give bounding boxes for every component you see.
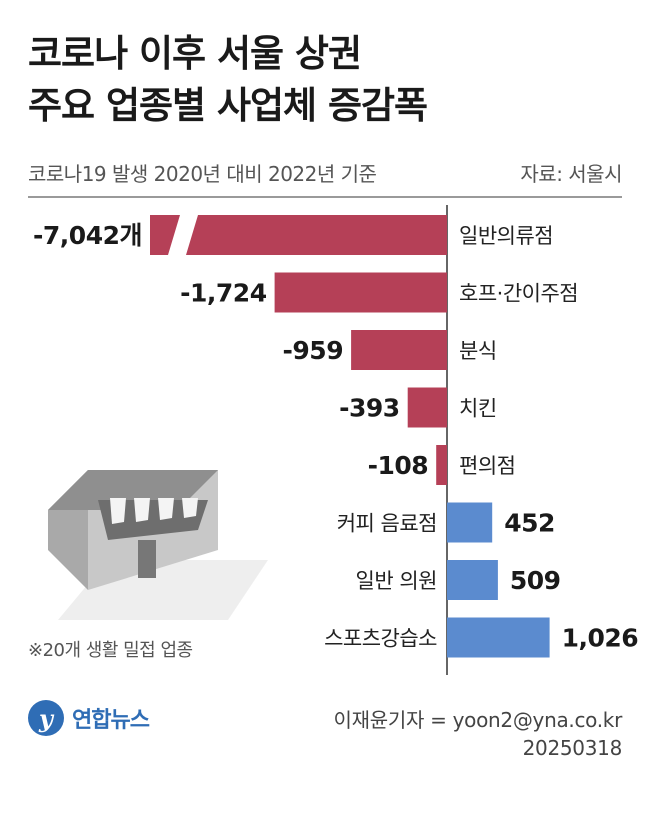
bar-0 xyxy=(150,215,447,255)
footnote: ※20개 생활 밀접 업종 xyxy=(28,640,193,661)
bar-4 xyxy=(436,445,447,485)
reporter-credit: 이재윤기자 = yoon2@yna.co.kr xyxy=(333,708,623,732)
bar-1 xyxy=(274,272,447,313)
category-label-4: 편의점 xyxy=(459,454,515,478)
bar-2 xyxy=(351,330,447,370)
header-divider xyxy=(28,196,622,198)
category-label-5: 커피 음료점 xyxy=(337,512,437,536)
value-label-0: -7,042개 xyxy=(33,221,142,250)
value-label-1: -1,724 xyxy=(180,279,267,308)
category-label-2: 분식 xyxy=(459,339,497,363)
yonhap-logo: y 연합뉴스 xyxy=(28,700,150,736)
chart-subtitle: 코로나19 발생 2020년 대비 2022년 기준 xyxy=(28,162,377,186)
logo-mark-icon: y xyxy=(28,700,64,736)
category-label-3: 치킨 xyxy=(459,397,497,421)
bar-3 xyxy=(407,387,447,428)
value-label-5: 452 xyxy=(504,509,555,538)
credit-block: 이재윤기자 = yoon2@yna.co.kr 20250318 xyxy=(333,706,623,762)
category-label-0: 일반의류점 xyxy=(459,224,553,248)
category-label-7: 스포츠강습소 xyxy=(324,627,437,651)
value-label-6: 509 xyxy=(510,566,561,595)
category-label-6: 일반 의원 xyxy=(356,569,437,593)
title-line-2: 주요 업종별 사업체 증감폭 xyxy=(28,84,428,127)
logo-text: 연합뉴스 xyxy=(72,708,150,733)
value-label-4: -108 xyxy=(368,451,429,480)
storefront-illustration xyxy=(48,470,268,620)
value-label-2: -959 xyxy=(283,336,344,365)
publish-date: 20250318 xyxy=(522,736,623,760)
chart-title: 코로나 이후 서울 상권 주요 업종별 사업체 증감폭 xyxy=(28,28,428,132)
bar-5 xyxy=(447,502,493,543)
bar-7 xyxy=(447,617,550,658)
value-label-3: -393 xyxy=(339,394,400,423)
category-label-1: 호프·간이주점 xyxy=(459,282,578,306)
bar-break-mark xyxy=(168,215,198,255)
value-label-7: 1,026 xyxy=(562,624,639,653)
title-line-1: 코로나 이후 서울 상권 xyxy=(28,32,362,75)
bar-6 xyxy=(447,560,498,600)
data-source: 자료: 서울시 xyxy=(520,162,622,186)
